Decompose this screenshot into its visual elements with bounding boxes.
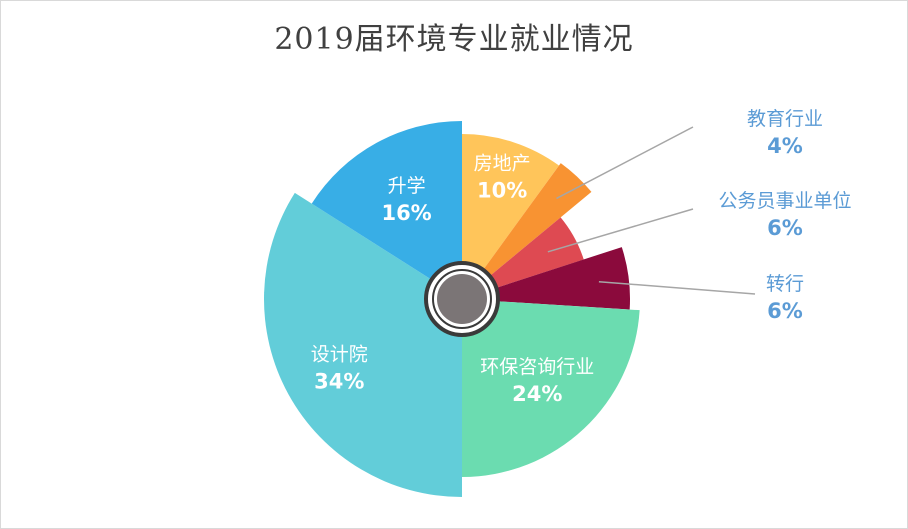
hub-center	[437, 274, 487, 324]
hub-inner-ring	[432, 269, 492, 329]
slice-value-further-study: 16%	[381, 201, 431, 225]
slice-label-education: 教育行业	[747, 108, 823, 130]
slice-label-real-estate: 房地产	[474, 152, 531, 174]
pie-slice-real-estate	[462, 134, 559, 299]
pie-slice-env-consulting	[462, 299, 640, 477]
slice-value-env-consulting: 24%	[512, 382, 562, 406]
pie-slice-career-change	[462, 247, 630, 310]
leader-line-career-change	[598, 280, 756, 295]
slice-label-env-consulting: 环保咨询行业	[480, 356, 594, 378]
leader-line-education	[556, 126, 694, 200]
slice-value-civil-service: 6%	[767, 216, 803, 240]
slice-label-civil-service: 公务员事业单位	[718, 190, 851, 212]
leader-line-civil-service	[547, 208, 694, 253]
slice-label-further-study: 升学	[388, 175, 426, 197]
pie-slice-further-study	[311, 120, 462, 299]
slice-value-real-estate: 10%	[477, 178, 527, 202]
pie-slice-design-institute	[263, 192, 462, 497]
chart-title: 2019届环境专业就业情况	[274, 22, 634, 57]
slice-value-design-institute: 34%	[314, 369, 364, 393]
slice-value-career-change: 6%	[767, 299, 803, 323]
slice-label-career-change: 转行	[766, 273, 804, 295]
slice-label-design-institute: 设计院	[311, 343, 368, 365]
slice-value-education: 4%	[767, 134, 803, 158]
